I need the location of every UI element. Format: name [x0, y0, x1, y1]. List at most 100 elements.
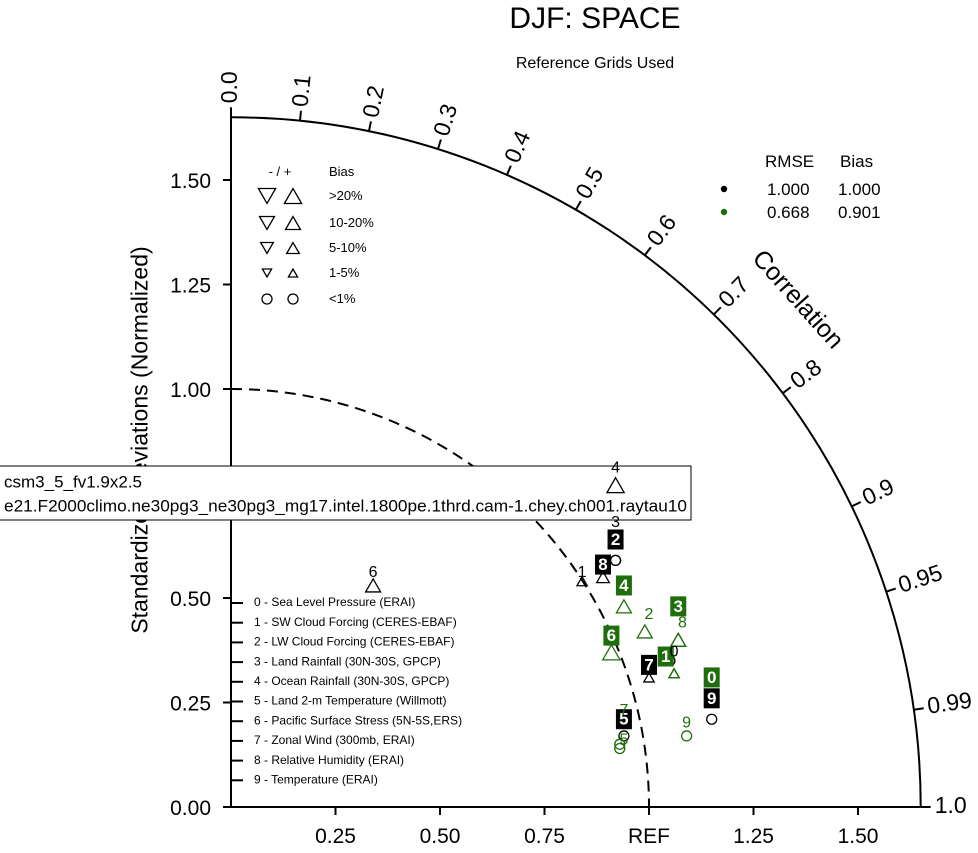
correlation-tick-mark [644, 246, 652, 256]
correlation-tick-label: 0.95 [895, 559, 946, 598]
plain-data-label: 2 [645, 606, 654, 623]
plain-data-label: 0 [670, 644, 679, 661]
variable-legend-item: 1 - SW Cloud Forcing (CERES-EBAF) [254, 615, 457, 629]
data-marker-circle [614, 738, 626, 750]
boxed-label-text: 3 [674, 597, 683, 616]
correlation-tick-mark [885, 587, 897, 593]
x-tick-label: REF [628, 825, 670, 848]
boxed-label-text: 6 [607, 626, 616, 645]
bias-legend-header: Bias [329, 164, 355, 179]
case-name-box [0, 465, 692, 521]
boxed-label-background [607, 529, 624, 550]
data-marker-triangle [667, 667, 681, 679]
bias-legend-up-triangle [283, 187, 303, 205]
correlation-tick-mark [851, 501, 862, 508]
plain-data-label: 7 [619, 702, 628, 719]
correlation-tick-label: 1.0 [935, 792, 967, 818]
data-marker-triangle [605, 476, 626, 494]
bias-legend-sign-header: - / + [269, 164, 292, 179]
bias-legend-circle [287, 293, 299, 305]
correlation-tick-mark [713, 306, 722, 316]
bias-legend-down-triangle [258, 215, 276, 231]
y-tick-label: 0.50 [170, 588, 211, 611]
variable-legend-item: 3 - Land Rainfall (30N-30S, GPCP) [254, 654, 441, 668]
chart-subtitle: Reference Grids Used [515, 55, 675, 72]
correlation-tick-label: 0.2 [357, 83, 389, 120]
variable-legend-item: 7 - Zonal Wind (300mb, ERAI) [254, 733, 415, 747]
correlation-tick-label: 0.3 [428, 101, 462, 139]
bias-legend-circle [261, 293, 273, 305]
y-tick-label: 1.50 [170, 170, 211, 193]
variable-legend-item: 8 - Relative Humidity (ERAI) [254, 753, 404, 767]
correlation-tick-label: 0.0 [216, 71, 242, 103]
variable-legend-item: 6 - Pacific Surface Stress (5N-5S,ERS) [254, 713, 462, 727]
plain-data-label: 4 [611, 460, 620, 477]
x-tick-label: 0.50 [420, 825, 461, 848]
case-legend-rmse-header: RMSE [765, 152, 814, 171]
correlation-axis-label: Correlation [747, 244, 849, 354]
case-legend-bias-value: 0.901 [838, 203, 881, 222]
y-tick-label: 0.00 [170, 797, 211, 820]
correlation-tick-mark [782, 386, 792, 394]
case-legend-dot [720, 208, 728, 216]
y-tick-label: 1.25 [170, 275, 211, 298]
plain-data-label: 5 [619, 731, 628, 748]
data-marker-circle [614, 742, 626, 755]
case-name-2: e21.F2000climo.ne30pg3_ne30pg3_mg17.inte… [4, 496, 687, 515]
case-legend-bias-value: 1.000 [838, 180, 881, 199]
plain-data-label: 1 [578, 564, 587, 581]
correlation-tick-mark [367, 121, 372, 132]
bias-legend-up-triangle [284, 215, 302, 231]
correlation-arc [230, 116, 922, 808]
variable-legend-item: 4 - Ocean Rainfall (30N-30S, GPCP) [254, 674, 449, 688]
data-marker-triangle [667, 667, 681, 679]
correlation-tick-mark [913, 707, 924, 711]
bias-legend-row-label: 1-5% [329, 265, 360, 280]
correlation-tick-label: 0.5 [570, 162, 609, 203]
bias-legend-row-label: 5-10% [329, 240, 367, 255]
bias-legend-row-label: 10-20% [329, 215, 374, 230]
boxed-label-text: 1 [661, 647, 670, 666]
correlation-tick-mark [436, 139, 442, 150]
correlation-tick-mark [505, 165, 512, 176]
plain-data-label: 8 [678, 614, 687, 631]
boxed-label-background [603, 625, 620, 646]
data-marker-circle [609, 554, 622, 567]
boxed-label-background [703, 688, 720, 709]
correlation-tick-label: 0.7 [713, 271, 754, 312]
boxed-label-background [670, 596, 687, 617]
boxed-label-background [615, 709, 632, 730]
x-tick-label: 1.50 [838, 825, 879, 848]
correlation-tick-label: 0.6 [641, 209, 681, 250]
correlation-tick-label: 0.4 [499, 127, 536, 167]
variable-legend-item: 9 - Temperature (ERAI) [254, 772, 378, 786]
boxed-label-background [615, 575, 632, 596]
bias-legend-down-triangle [259, 241, 275, 255]
plain-data-label: 6 [369, 564, 378, 581]
correlation-tick-label: 0.8 [785, 354, 826, 394]
boxed-label-background [641, 654, 657, 675]
bias-legend-down-triangle [257, 187, 277, 205]
correlation-tick-label: 0.1 [287, 74, 316, 108]
correlation-tick-mark [574, 200, 582, 211]
variable-legend-item: 5 - Land 2-m Temperature (Willmott) [254, 694, 447, 708]
variable-legend-item: 0 - Sea Level Pressure (ERAI) [254, 595, 415, 609]
bias-legend-up-triangle [287, 267, 299, 278]
data-marker-triangle [575, 575, 589, 587]
x-tick-label: 0.25 [315, 825, 356, 848]
y-tick-label: 0.25 [170, 693, 211, 716]
data-marker-triangle [364, 577, 382, 593]
case-legend-rmse-value: 0.668 [767, 203, 810, 222]
bias-legend-up-triangle [285, 241, 301, 255]
boxed-label-background [595, 554, 612, 575]
data-marker-triangle [595, 570, 611, 584]
boxed-label-text: 7 [644, 655, 653, 674]
data-marker-circle [680, 730, 693, 742]
boxed-label-background [703, 667, 720, 688]
data-marker-triangle [642, 671, 656, 683]
case-legend-rmse-value: 1.000 [767, 180, 810, 199]
boxed-label-text: 0 [707, 668, 716, 687]
case-name-1: csm3_5_fv1.9x2.5 [4, 472, 142, 491]
boxed-label-text: 4 [619, 576, 629, 595]
